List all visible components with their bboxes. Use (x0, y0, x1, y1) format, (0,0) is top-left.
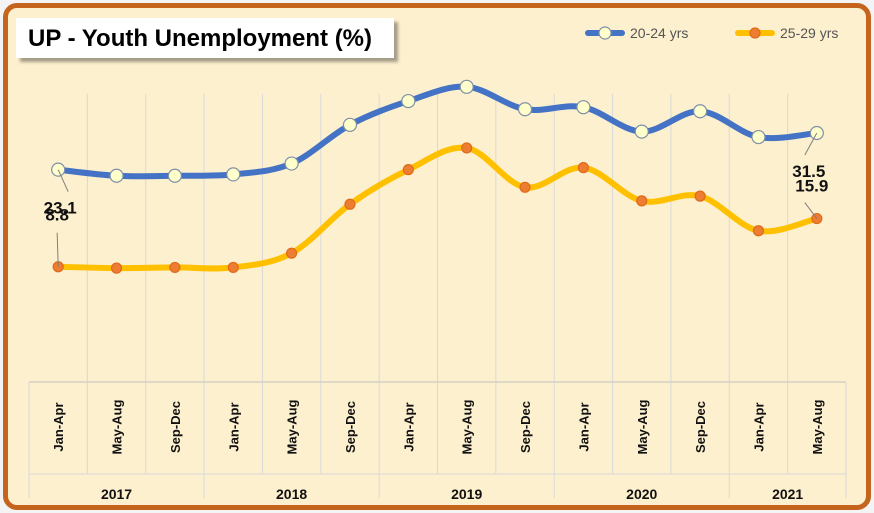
series-line-orange (55, 144, 820, 272)
data-point (401, 93, 416, 109)
data-point (110, 262, 123, 274)
x-tick-label: May-Aug (285, 399, 300, 454)
leader-line (57, 169, 69, 192)
data-point (517, 102, 533, 117)
data-point (342, 117, 358, 132)
x-tick-label: Sep-Dec (343, 401, 358, 453)
data-point (751, 129, 766, 145)
legend-label: 25-29 yrs (780, 25, 838, 41)
data-point (226, 167, 241, 182)
x-tick-label: Jan-Apr (51, 402, 66, 451)
data-point (577, 162, 589, 174)
data-point (169, 261, 181, 274)
line-chart: Jan-Apr May-Aug Sep-Dec Jan-Apr May-Aug Sep-D… (28, 25, 847, 502)
data-point (694, 190, 706, 202)
x-tick-label: Jan-Apr (576, 402, 591, 451)
data-point (344, 198, 356, 210)
year-label: 2019 (451, 486, 482, 502)
x-tick-label: May-Aug (810, 399, 825, 454)
leader-line (804, 132, 818, 156)
data-point (109, 168, 124, 183)
x-tick-label: May-Aug (110, 399, 125, 454)
year-label: 2021 (772, 486, 803, 502)
x-tick-label: May-Aug (460, 399, 475, 454)
data-point (286, 247, 298, 259)
legend-swatch-marker (598, 26, 612, 40)
year-label: 2017 (101, 486, 132, 502)
data-point (167, 168, 182, 183)
data-point (636, 195, 648, 207)
data-point (402, 164, 414, 176)
data-point (459, 79, 474, 94)
data-point (461, 142, 473, 154)
data-label: 15.9 (795, 177, 828, 196)
x-tick-label: Jan-Apr (751, 402, 766, 451)
x-tick-label: Jan-Apr (226, 402, 241, 451)
chart-frame: Jan-Apr May-Aug Sep-Dec Jan-Apr May-Aug Sep-D… (3, 3, 871, 510)
data-label: 31.5 (792, 162, 825, 181)
year-label: 2018 (276, 486, 307, 502)
data-point (576, 100, 591, 115)
data-label: 23.1 (44, 199, 77, 218)
chart-title: UP - Youth Unemployment (%) (28, 25, 373, 52)
leader-line (804, 202, 818, 219)
leader-line (56, 232, 59, 267)
data-point (693, 104, 708, 119)
chart-title-box: UP - Youth Unemployment (%) (16, 18, 394, 58)
data-point (227, 261, 239, 274)
x-tick-label: Sep-Dec (168, 401, 183, 453)
data-point (284, 156, 299, 171)
data-point (519, 181, 531, 193)
data-point (752, 225, 765, 237)
legend-label: 20-24 yrs (630, 25, 688, 41)
legend-swatch-marker (749, 27, 761, 39)
data-label: 8.8 (45, 206, 69, 225)
year-label: 2020 (626, 486, 657, 502)
x-tick-label: Jan-Apr (401, 402, 416, 451)
x-tick-label: Sep-Dec (693, 401, 708, 453)
x-tick-label: May-Aug (635, 399, 650, 454)
data-point (634, 124, 649, 139)
x-tick-label: Sep-Dec (518, 401, 533, 453)
